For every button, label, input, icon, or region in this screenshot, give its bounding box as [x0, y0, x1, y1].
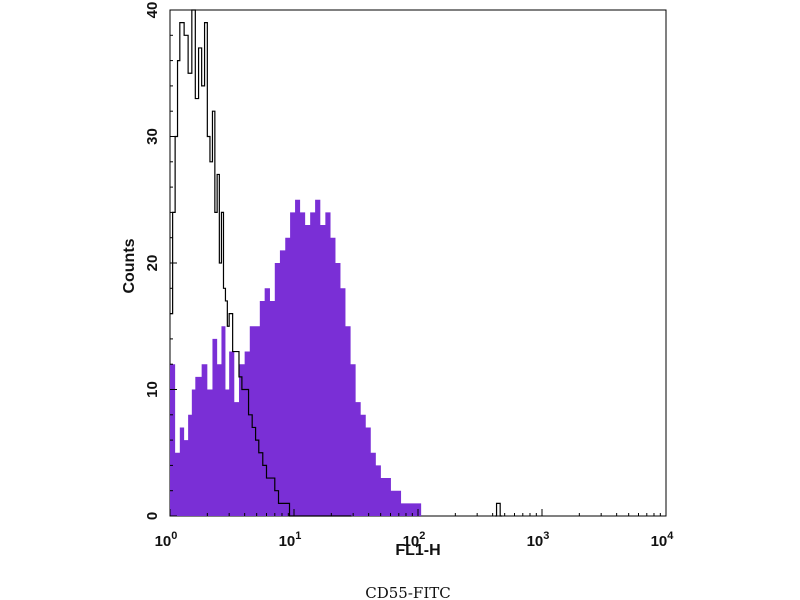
y-tick-label: 20 [144, 255, 161, 272]
isotype-control-histogram-tail [495, 502, 503, 517]
x-axis-ticks: 100 101 102 103 104 [155, 509, 675, 550]
x-tick-label: 101 [279, 530, 302, 550]
chart-caption: CD55-FITC [365, 584, 450, 600]
y-tick-label: 40 [144, 2, 161, 19]
stained-histogram-fill [170, 199, 424, 516]
x-tick-label: 100 [155, 530, 178, 550]
y-axis-label: Counts [121, 238, 138, 293]
y-tick-label: 0 [144, 512, 161, 520]
x-tick-label: 104 [651, 530, 675, 550]
x-axis-label: FL1-H [395, 542, 440, 559]
x-tick-label: 102 [403, 530, 426, 550]
plot-area [169, 9, 667, 517]
y-tick-label: 30 [144, 128, 161, 145]
y-tick-label: 10 [144, 381, 161, 398]
x-tick-label: 103 [527, 530, 550, 550]
y-axis-ticks: 0 10 20 30 40 [144, 2, 177, 520]
isotype-control-histogram-line [170, 9, 352, 517]
